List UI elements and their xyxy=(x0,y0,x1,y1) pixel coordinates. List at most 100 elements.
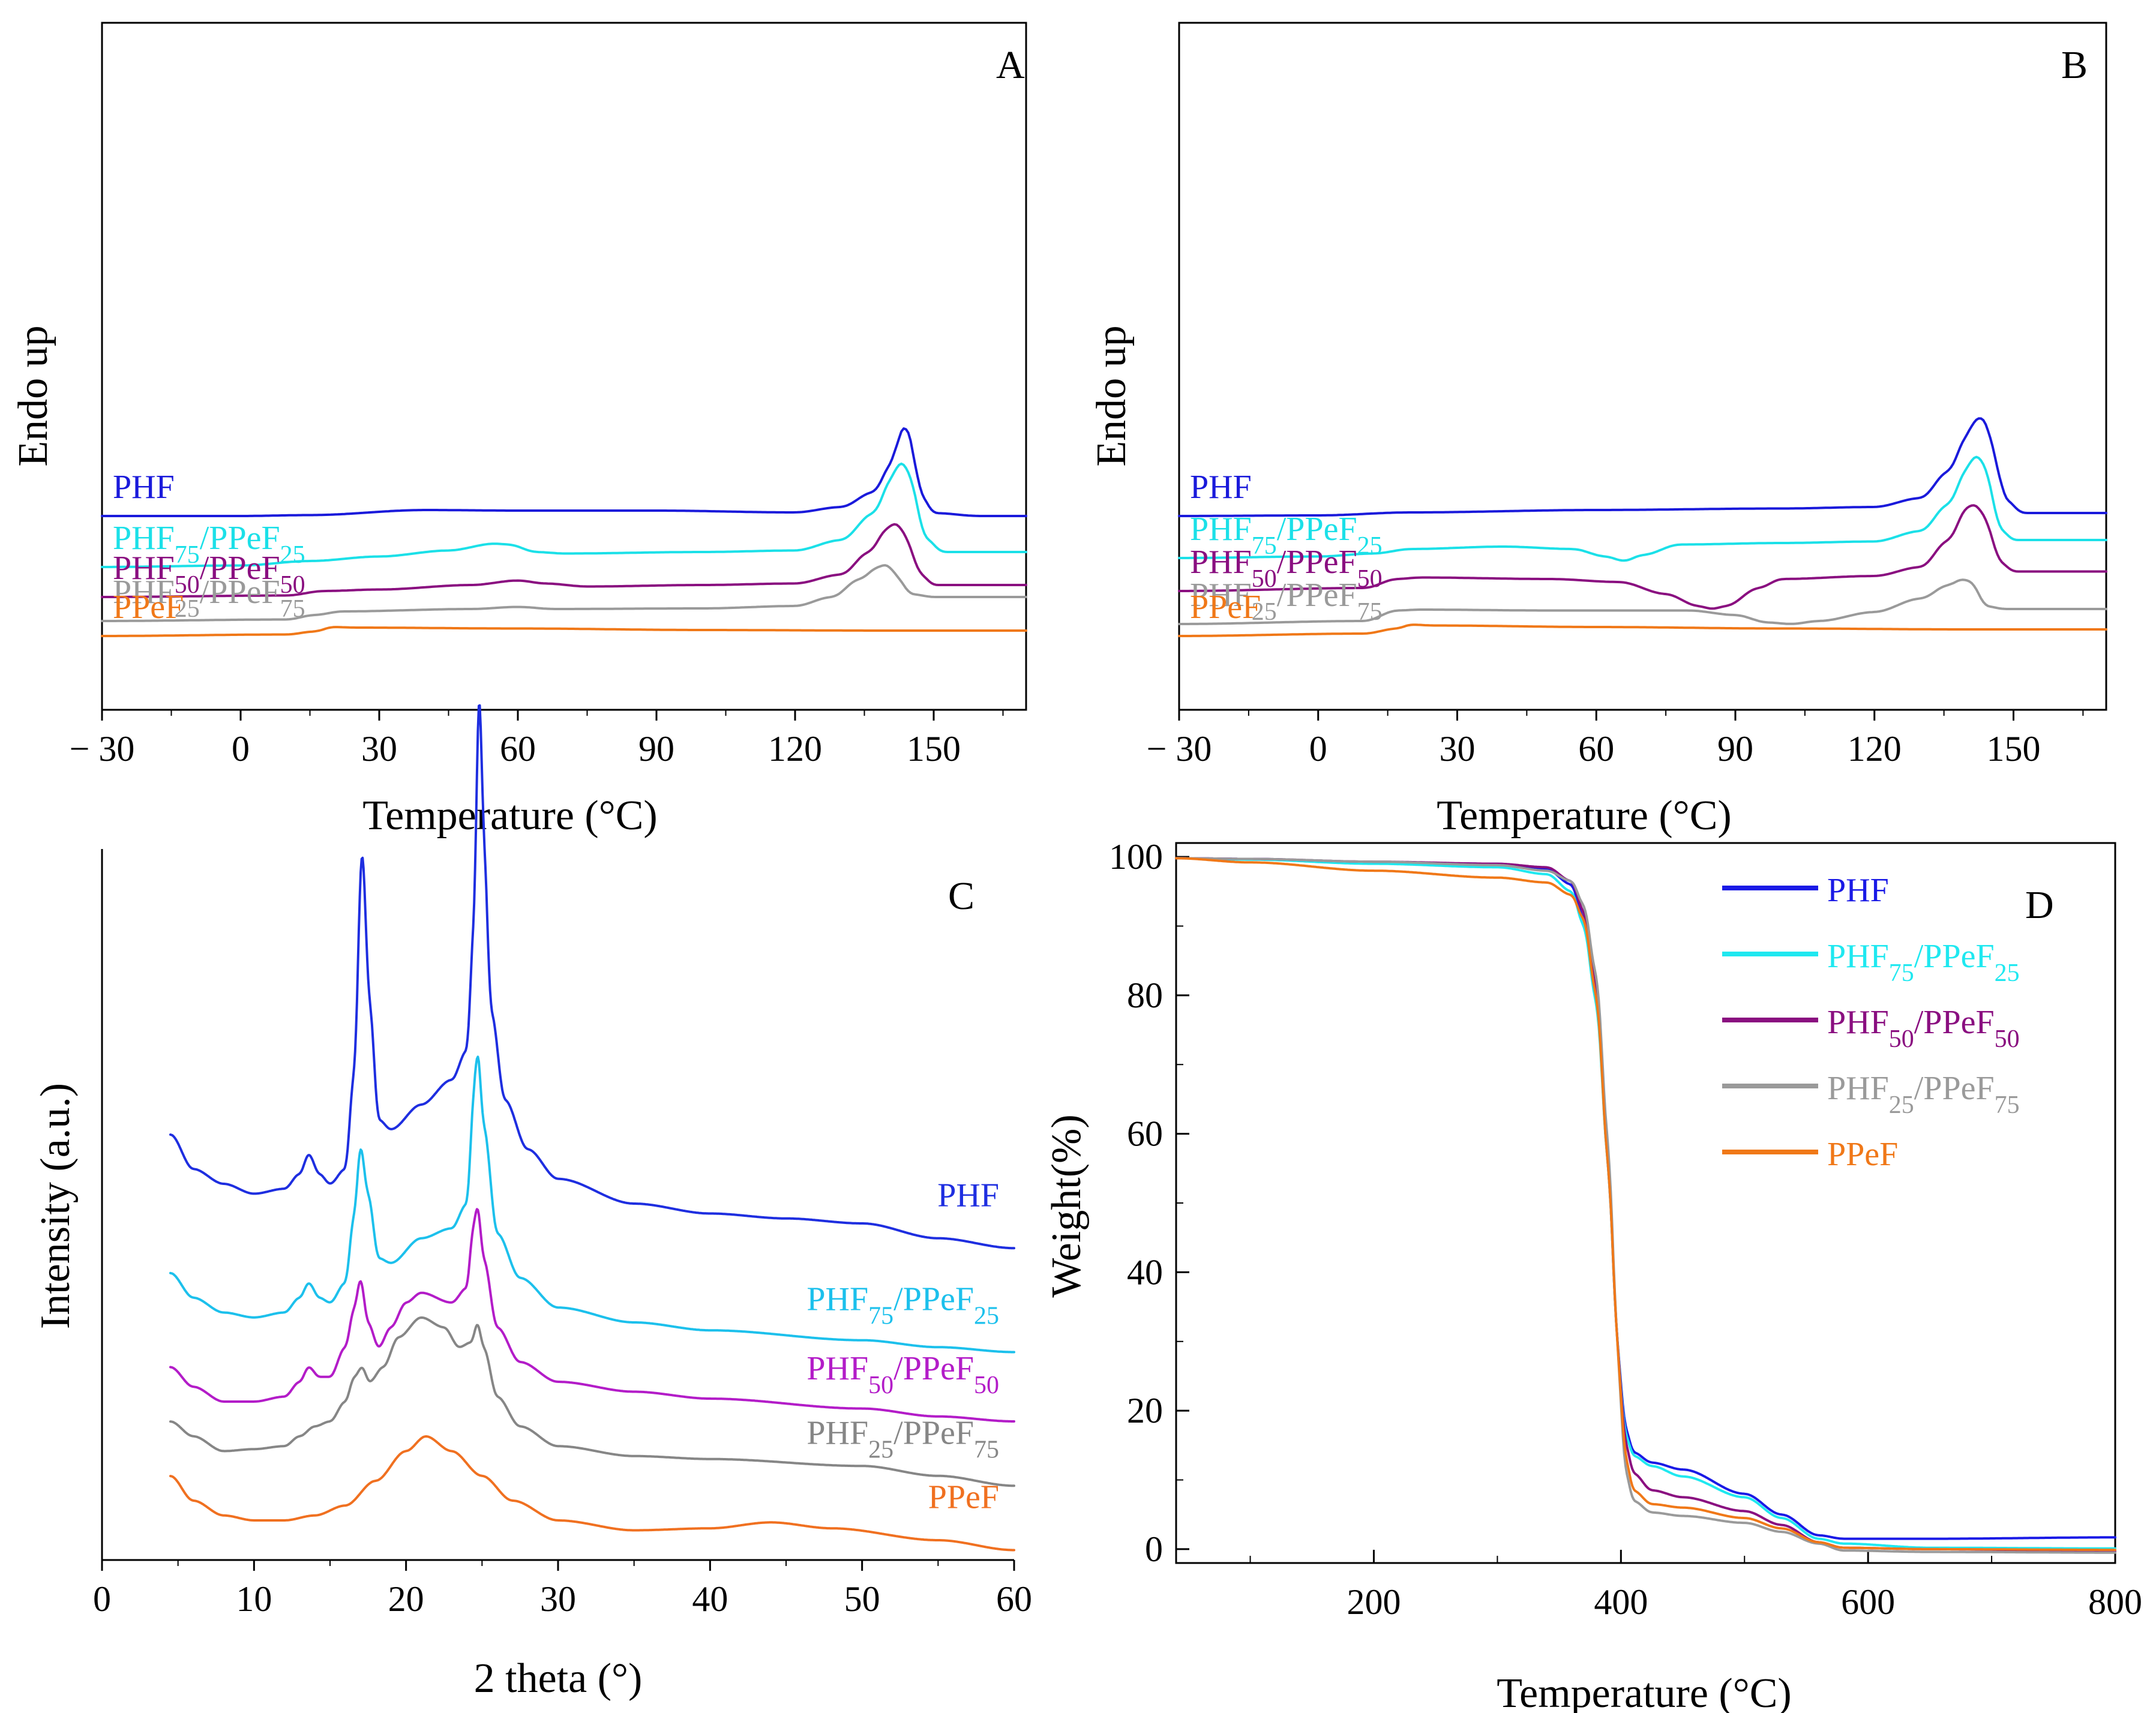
panel-b-series-label-1: PHF75/PPeF25 xyxy=(1190,511,1383,560)
panel-c-series-label-3-mid: /PPeF xyxy=(893,1414,974,1451)
panel-c-xtick-label: 20 xyxy=(388,1579,424,1619)
panel-b: B − 30 0 30 60 90 120 150 Temperature (°C) End… xyxy=(1089,22,2107,839)
panel-c-xtick-label: 30 xyxy=(540,1579,576,1619)
panel-b-series-label-1-sub2: 25 xyxy=(1357,532,1383,560)
panel-c-xtick-label: 40 xyxy=(692,1579,728,1619)
panel-d-legend-label-1-sub2: 25 xyxy=(1995,959,2020,987)
panel-d-legend-label-4: PPeF xyxy=(1827,1136,1898,1173)
panel-d-legend-label-4-base: PPeF xyxy=(1827,1136,1898,1173)
panel-b-xtick-label: 90 xyxy=(1717,729,1753,769)
panel-c-xtick-label: 0 xyxy=(93,1579,111,1619)
panel-b-series-label-1-mid: /PPeF xyxy=(1277,511,1357,548)
panel-b-ylabel: Endo up xyxy=(1089,325,1135,466)
panel-d-ytick-label: 40 xyxy=(1127,1252,1163,1292)
panel-b-curve-2 xyxy=(1178,504,2107,610)
panel-b-series-label-3-base: PHF xyxy=(1190,577,1252,614)
panel-c-series-label-1-sub1: 75 xyxy=(868,1303,893,1330)
panel-b-xtick-label: 30 xyxy=(1440,729,1476,769)
panel-c-series-label-0-base: PHF xyxy=(937,1177,999,1214)
panel-d-legend-label-2-sub2: 50 xyxy=(1995,1025,2020,1053)
panel-c-series-label-1-sub2: 25 xyxy=(974,1303,999,1330)
panel-c: C 0 10 20 30 40 50 60 2 theta (°) Intensity (a… xyxy=(32,704,1032,1702)
panel-a-xtick-label: 90 xyxy=(638,729,674,769)
panel-b-series-label-2: PHF50/PPeF50 xyxy=(1190,544,1383,593)
panel-c-series-label-3-base: PHF xyxy=(806,1414,868,1451)
panel-b-xtick-label: − 30 xyxy=(1147,729,1212,769)
panel-d-title: D xyxy=(2025,883,2054,927)
panel-d-curve-3 xyxy=(1175,857,2116,1554)
panel-a-series-label-1-sub1: 75 xyxy=(175,541,200,569)
panel-d-legend-label-0-base: PHF xyxy=(1827,872,1889,909)
panel-d-legend: PHFPHF75/PPeF25PHF50/PPeF50PHF25/PPeF75P… xyxy=(1722,872,2020,1173)
panel-b-curve-3 xyxy=(1178,578,2107,625)
panel-b-xtick-label: 120 xyxy=(1848,729,1902,769)
panel-b-xlabel: Temperature (°C) xyxy=(1437,793,1731,839)
panel-b-series-label-4-base: PPeF xyxy=(1190,589,1261,626)
panel-a-series-label-2-sub1: 50 xyxy=(175,571,200,599)
panel-b-xtick-label: 60 xyxy=(1578,729,1614,769)
panel-b-xtick-label: 0 xyxy=(1309,729,1327,769)
panel-d-xtick-label: 800 xyxy=(2088,1582,2142,1622)
panel-a-curve-4 xyxy=(101,626,1027,637)
panel-a-curve-1 xyxy=(101,462,1027,568)
panel-a-frame xyxy=(101,22,1027,711)
panel-b-series-label-3-sub1: 25 xyxy=(1252,598,1277,626)
panel-b-series-label-4: PPeF xyxy=(1190,589,1261,626)
panel-a-series-label-3-base: PHF xyxy=(113,574,175,611)
panel-d-legend-label-1: PHF75/PPeF25 xyxy=(1827,938,2020,987)
panel-c-curve-0 xyxy=(169,704,1015,1250)
panel-c-series-label-4-base: PPeF xyxy=(928,1479,999,1516)
panel-b-title: B xyxy=(2061,43,2088,87)
panel-c-series-label-1: PHF75/PPeF25 xyxy=(806,1281,999,1330)
panel-b-series-label-2-sub2: 50 xyxy=(1357,565,1383,593)
panel-c-xtick-label: 10 xyxy=(236,1579,272,1619)
panel-d-legend-label-3-sub1: 25 xyxy=(1889,1091,1914,1119)
panel-a-series-label-4: PPeF xyxy=(113,589,184,626)
panel-d-ylabel: Weight(%) xyxy=(1043,1114,1090,1297)
panel-c-xtick-label: 50 xyxy=(844,1579,880,1619)
panel-c-ylabel: Intensity (a.u.) xyxy=(32,1083,79,1329)
panel-b-series-label-2-base: PHF xyxy=(1190,544,1252,581)
panel-c-series-label-0: PHF xyxy=(937,1177,999,1214)
panel-c-curve-4 xyxy=(169,1435,1015,1552)
panel-b-series-label-3-sub2: 75 xyxy=(1357,598,1383,626)
panel-d-legend-label-2-sub1: 50 xyxy=(1889,1025,1914,1053)
panel-a-ylabel: Endo up xyxy=(10,325,56,466)
panel-b-frame xyxy=(1178,22,2107,711)
panel-c-series-label-1-mid: /PPeF xyxy=(893,1281,974,1318)
panel-d-xtick-label: 600 xyxy=(1841,1582,1895,1622)
panel-a-xtick-label: 0 xyxy=(232,729,250,769)
panel-a-curve-2 xyxy=(101,523,1027,598)
panel-c-series-label-2-sub2: 50 xyxy=(974,1372,999,1399)
panel-d-ytick-label: 0 xyxy=(1145,1529,1163,1569)
panel-a-xtick-label: 30 xyxy=(361,729,397,769)
panel-c-series-label-1-base: PHF xyxy=(806,1281,868,1318)
panel-b-series-label-3-mid: /PPeF xyxy=(1277,577,1357,614)
panel-b-xtick-label: 150 xyxy=(1987,729,2041,769)
panel-d-legend-label-0: PHF xyxy=(1827,872,1889,909)
panel-c-series-label-3-sub1: 25 xyxy=(868,1436,893,1463)
panel-a-series-label-1-mid: /PPeF xyxy=(200,520,280,557)
panel-d-ytick-label: 20 xyxy=(1127,1391,1163,1430)
panel-a-curve-0 xyxy=(101,427,1027,517)
panel-a-series-label-3-sub1: 25 xyxy=(175,595,200,623)
panel-c-curve-3 xyxy=(169,1316,1015,1487)
panel-d-legend-label-2-mid: /PPeF xyxy=(1914,1004,1995,1041)
panel-b-series-label-1-base: PHF xyxy=(1190,511,1252,548)
panel-a-series-label-2-sub2: 50 xyxy=(280,571,305,599)
panel-a: A − 30 0 30 60 90 120 150 Temperature (°C) End… xyxy=(10,22,1027,839)
panel-d-legend-label-3-sub2: 75 xyxy=(1995,1091,2020,1119)
panel-c-curve-2 xyxy=(169,1208,1015,1423)
panel-a-series-label-3-sub2: 75 xyxy=(280,595,305,623)
panel-a-xlabel: Temperature (°C) xyxy=(362,793,657,839)
panel-c-title: C xyxy=(948,874,974,918)
panel-b-series-label-1-sub1: 75 xyxy=(1252,532,1277,560)
panel-a-series-label-2-mid: /PPeF xyxy=(200,550,280,587)
panel-d-legend-label-3-base: PHF xyxy=(1827,1070,1889,1107)
panel-b-curve-0 xyxy=(1178,417,2107,517)
panel-a-series-label-1-sub2: 25 xyxy=(280,541,305,569)
panel-d-curve-1 xyxy=(1175,857,2116,1550)
panel-b-series-label-0-base: PHF xyxy=(1190,469,1252,506)
panel-c-series-label-4: PPeF xyxy=(928,1479,999,1516)
